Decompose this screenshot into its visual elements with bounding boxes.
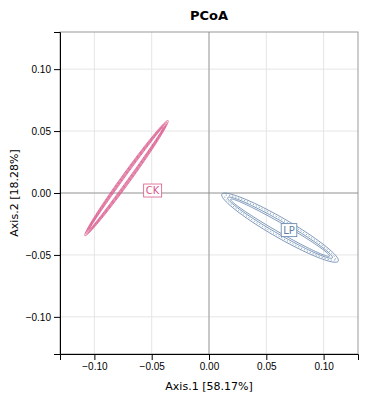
ellipse: [89, 126, 165, 231]
ellipse: [225, 195, 336, 260]
tick: −0.10: [82, 354, 108, 372]
tick: 0.05: [32, 126, 60, 137]
tick: 0.10: [314, 354, 334, 372]
tick: 0.05: [257, 354, 277, 372]
ellipse: [85, 120, 169, 235]
tick-label: 0.00: [32, 188, 52, 199]
ellipse: [231, 199, 330, 256]
tick-label: −0.05: [26, 250, 52, 261]
tick-mark: [324, 354, 325, 360]
tick-mark: [54, 131, 60, 132]
reference-line-v: [209, 32, 210, 354]
series-label: LP: [281, 224, 297, 237]
tick-label: 0.10: [314, 361, 334, 372]
tick-label: 0.05: [32, 126, 52, 137]
ellipse: [228, 197, 333, 258]
tick-label: 0.05: [257, 361, 277, 372]
tick: −0.10: [26, 312, 60, 323]
x-axis: −0.10 −0.05 0.00 0.05 0.10: [61, 354, 359, 372]
chart: −0.10 −0.05 0.00 0.05 0.10 −0.10 −0.05 0.00 0.05…: [0, 0, 374, 400]
tick-label: −0.10: [26, 312, 52, 323]
tick-mark: [152, 354, 153, 360]
tick-mark: [54, 255, 60, 256]
tick-mark: [54, 193, 60, 194]
y-axis-title: Axis.2 [18.28%]: [8, 149, 21, 236]
tick-label: 0.10: [32, 64, 52, 75]
series-label: CK: [144, 184, 162, 197]
tick: −0.05: [140, 354, 166, 372]
tick: −0.05: [26, 250, 60, 261]
grid-line-x: [209, 32, 210, 354]
plot: −0.10 −0.05 0.00 0.05 0.10 −0.10 −0.05 0.00 0.05…: [26, 32, 359, 372]
ellipse: [86, 122, 167, 234]
axis-line: [61, 355, 359, 361]
x-axis-title: Axis.1 [58.17%]: [165, 380, 252, 393]
grid: [60, 32, 358, 354]
plot-frame: [60, 32, 358, 354]
y-axis: −0.10 −0.05 0.00 0.05 0.10: [26, 33, 61, 355]
tick-mark: [266, 354, 267, 360]
series-label-box: [144, 184, 162, 197]
tick: 0.10: [32, 64, 60, 75]
series-label-text: CK: [146, 185, 160, 196]
marks: [60, 32, 358, 354]
tick-label: −0.05: [140, 361, 166, 372]
series-label-box: [281, 224, 297, 237]
ellipse: [90, 127, 163, 228]
axis-line: [54, 33, 61, 355]
tick-mark: [54, 69, 60, 70]
tick-mark: [209, 354, 210, 360]
tick-mark: [94, 354, 95, 360]
tick: 0.00: [32, 188, 60, 199]
series-label-text: LP: [283, 225, 295, 236]
tick: 0.00: [200, 354, 220, 372]
tick-label: −0.10: [82, 361, 108, 372]
tick-label: 0.00: [200, 361, 220, 372]
title: PCoA: [190, 8, 228, 23]
ellipse: [87, 124, 165, 232]
ellipse: [222, 193, 339, 262]
tick-mark: [54, 317, 60, 318]
